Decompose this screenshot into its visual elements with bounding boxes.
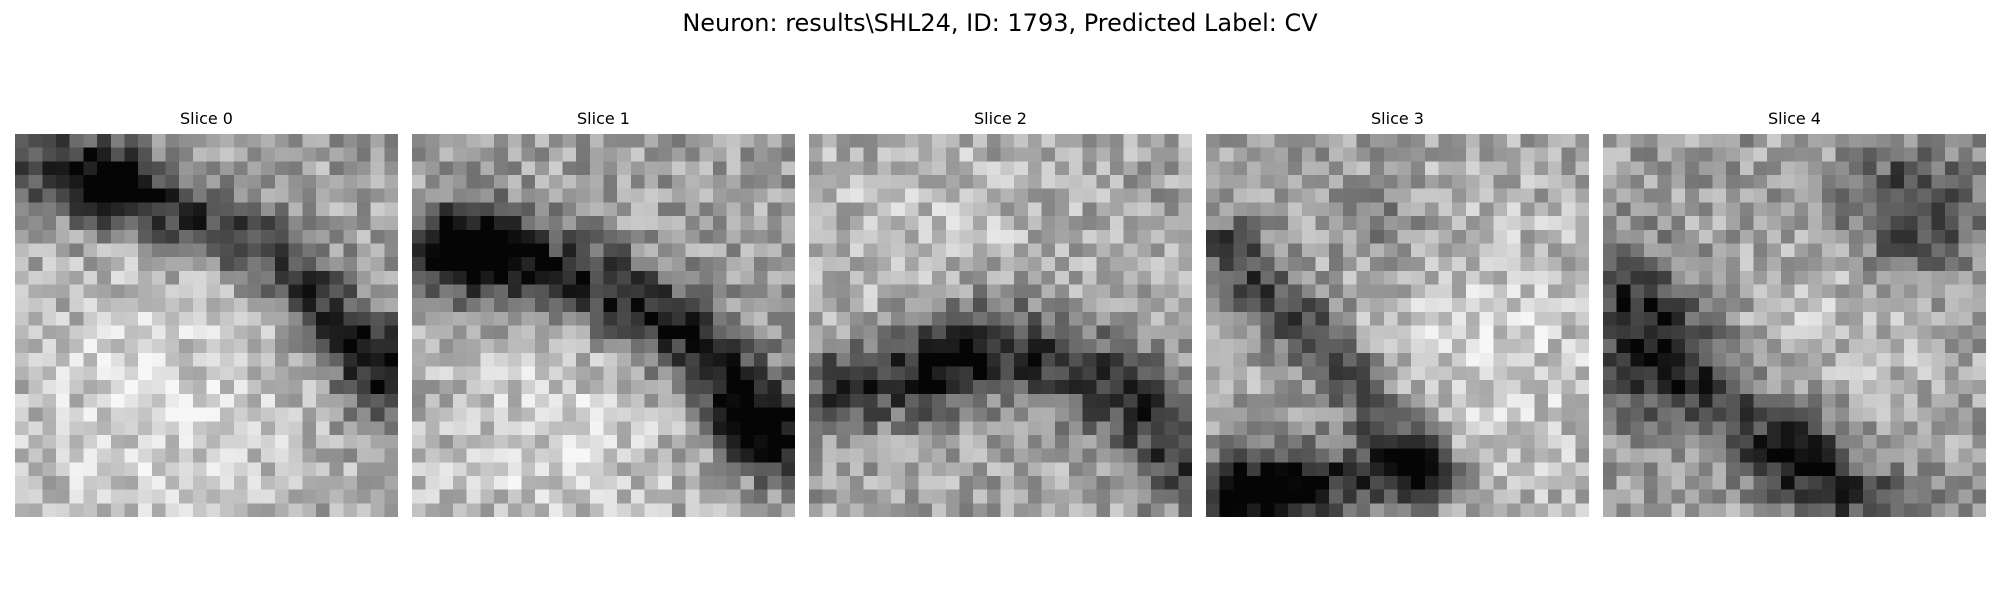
slice-panel-2: Slice 2 (809, 108, 1192, 517)
figure-title: Neuron: results\SHL24, ID: 1793, Predict… (682, 9, 1318, 37)
slice-panel-4: Slice 4 (1603, 108, 1986, 517)
slice-title-1: Slice 1 (577, 109, 630, 128)
slice-image-0 (15, 134, 398, 517)
slice-image-4 (1603, 134, 1986, 517)
slice-title-4: Slice 4 (1768, 109, 1821, 128)
slice-image-3 (1206, 134, 1589, 517)
slice-title-3: Slice 3 (1371, 109, 1424, 128)
slice-title-2: Slice 2 (974, 109, 1027, 128)
slice-image-2 (809, 134, 1192, 517)
slice-panel-3: Slice 3 (1206, 108, 1589, 517)
slice-title-0: Slice 0 (180, 109, 233, 128)
slice-panel-0: Slice 0 (15, 108, 398, 517)
slice-panel-1: Slice 1 (412, 108, 795, 517)
slice-image-1 (412, 134, 795, 517)
